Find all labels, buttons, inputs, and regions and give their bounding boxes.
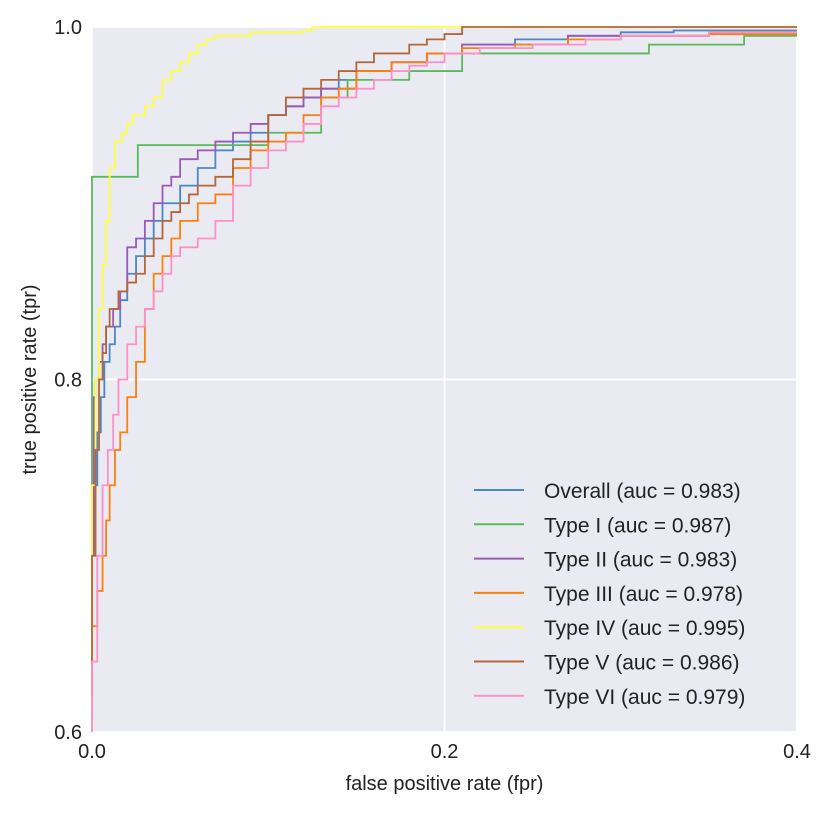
- legend-label-4: Type III (auc = 0.978): [544, 583, 743, 606]
- x-tick-label: 0.2: [431, 741, 459, 763]
- x-tick-label: 0.4: [783, 741, 811, 763]
- series-line-6: [91, 26, 797, 697]
- legend-label-6: Type V (auc = 0.986): [544, 652, 740, 675]
- legend-label-7: Type VI (auc = 0.979): [544, 686, 745, 709]
- series-lines: [91, 26, 797, 732]
- x-axis-label: false positive rate (fpr): [346, 773, 544, 795]
- y-tick-label: 0.8: [54, 370, 82, 392]
- y-tick-label: 1.0: [54, 17, 82, 39]
- tick-labels: 0.0 0.2 0.4 0.6 0.8 1.0: [54, 17, 811, 763]
- legend-label-3: Type II (auc = 0.983): [544, 549, 737, 572]
- y-axis-label: true positive rate (tpr): [19, 284, 41, 474]
- x-tick-label: 0.0: [78, 741, 106, 763]
- legend-label-2: Type I (auc = 0.987): [544, 514, 731, 537]
- series-line-5: [91, 26, 797, 732]
- legend-label-5: Type IV (auc = 0.995): [544, 617, 745, 640]
- legend-label-1: Overall (auc = 0.983): [544, 480, 741, 503]
- legend: Overall (auc = 0.983) Type I (auc = 0.987…: [474, 480, 745, 709]
- y-tick-label: 0.6: [54, 722, 82, 744]
- series-line-2: [91, 34, 797, 732]
- series-line-7: [91, 31, 797, 732]
